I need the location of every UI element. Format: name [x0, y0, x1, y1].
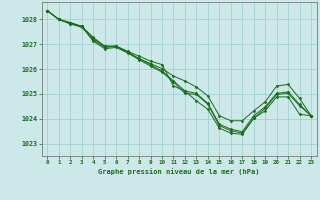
X-axis label: Graphe pression niveau de la mer (hPa): Graphe pression niveau de la mer (hPa)	[99, 168, 260, 175]
